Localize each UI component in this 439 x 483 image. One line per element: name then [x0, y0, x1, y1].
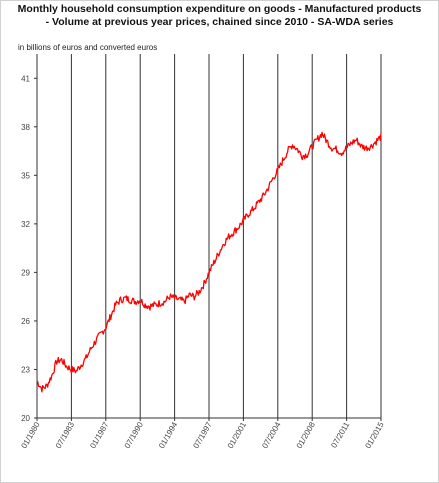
x-tick-label: 07/1997: [191, 420, 214, 450]
x-tick-label: 07/1983: [54, 420, 77, 450]
x-tick-label: 01/2001: [226, 420, 249, 450]
y-tick-label: 26: [21, 317, 30, 326]
chart-title-line-1: Monthly household consumption expenditur…: [17, 3, 422, 15]
x-tick-label: 01/2015: [363, 420, 386, 450]
chart-title-line-2: - Volume at previous year prices, chaine…: [45, 16, 394, 28]
series-line: [36, 131, 382, 393]
series-layer: [36, 131, 382, 393]
gridlines: [70, 54, 348, 418]
y-tick-label: 38: [21, 123, 30, 132]
y-tick-label: 35: [21, 171, 30, 180]
y-tick-label: 29: [21, 268, 30, 277]
y-tick-label: 41: [21, 74, 30, 83]
y-tick-label: 23: [21, 365, 30, 374]
x-tick-label: 01/1994: [157, 420, 180, 450]
x-tick-label: 07/2011: [329, 420, 351, 450]
y-axis-ticks: 20 23 26 29 32 35 38 41: [21, 74, 37, 423]
y-tick-label: 32: [21, 220, 30, 229]
x-tick-label: 01/1987: [88, 420, 111, 450]
y-tick-label: 20: [21, 414, 30, 423]
x-axis-ticks: 01/1980 07/1983 01/1987 07/1990 01/1994 07/19…: [19, 418, 386, 450]
chart-title: Monthly household consumption expenditur…: [0, 3, 439, 29]
x-tick-label: 01/2008: [295, 420, 318, 450]
x-tick-label: 01/1980: [19, 420, 42, 450]
unit-label: in billions of euros and converted euros: [18, 43, 158, 52]
x-tick-label: 07/1990: [123, 420, 146, 450]
x-tick-label: 07/2004: [260, 420, 283, 450]
